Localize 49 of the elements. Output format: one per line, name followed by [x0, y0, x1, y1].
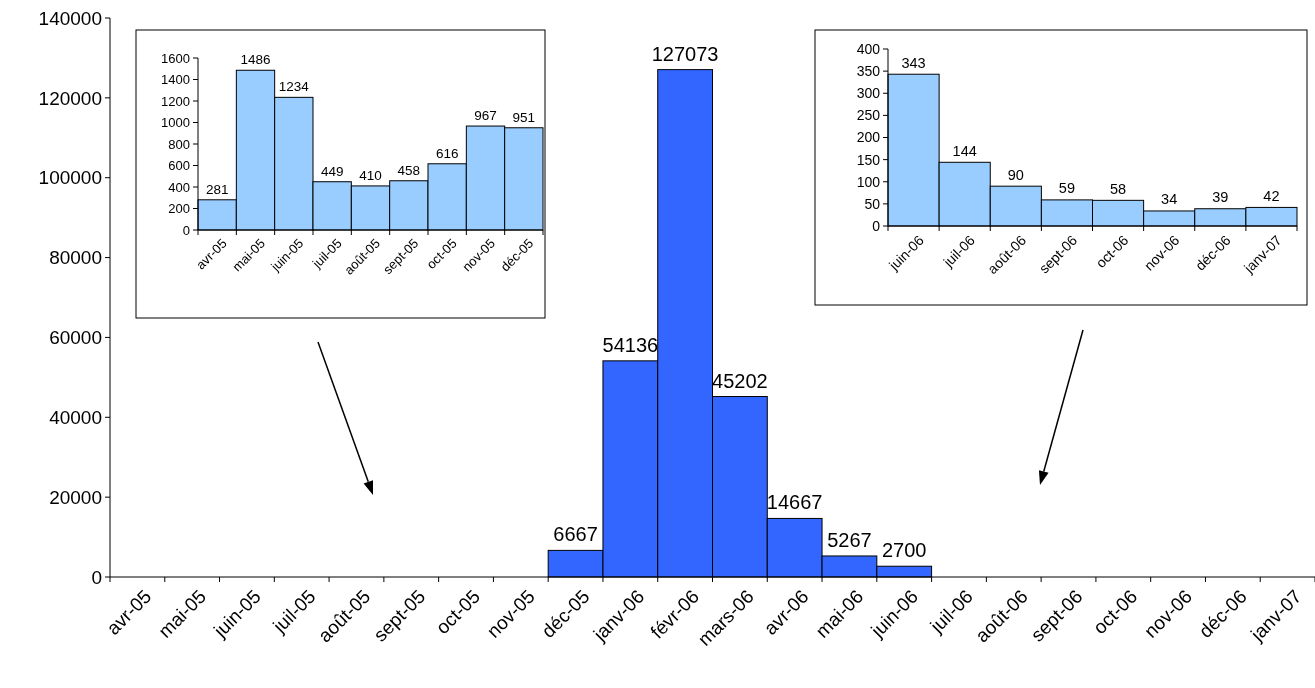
y-tick-label: 1200 [161, 93, 190, 109]
y-tick-label: 50 [864, 195, 881, 212]
data-label: 1486 [240, 52, 271, 68]
y-tick-label: 0 [872, 217, 881, 234]
data-label: 410 [359, 167, 382, 183]
y-tick-label: 300 [856, 85, 881, 102]
data-label: 616 [435, 145, 459, 161]
data-label: 1234 [278, 79, 310, 95]
y-tick-label: 600 [168, 158, 190, 174]
data-label: 144 [952, 142, 977, 159]
y-tick-label: 150 [856, 151, 881, 168]
data-label: 59 [1058, 180, 1076, 197]
y-tick-label: 1400 [161, 72, 190, 88]
y-tick-label: 100000 [38, 167, 102, 189]
data-label: 6667 [553, 523, 598, 546]
y-tick-label: 800 [168, 136, 190, 152]
y-tick-label: 400 [168, 179, 190, 195]
data-label: 281 [205, 181, 229, 197]
y-tick-label: 250 [856, 107, 881, 124]
data-label: 449 [320, 163, 344, 179]
data-label: 39 [1212, 189, 1229, 206]
y-tick-label: 350 [856, 63, 881, 80]
data-label: 127073 [651, 42, 719, 65]
y-tick-label: 0 [91, 566, 102, 588]
y-tick-label: 60000 [49, 327, 102, 349]
y-tick-label: 80000 [49, 247, 102, 269]
y-tick-label: 40000 [49, 406, 102, 428]
y-tick-label: 140000 [38, 7, 102, 29]
data-label: 90 [1007, 166, 1024, 183]
data-label: 2700 [881, 539, 927, 562]
y-tick-label: 200 [168, 201, 190, 217]
data-label: 343 [901, 54, 926, 71]
data-label: 34 [1161, 191, 1178, 208]
data-label: 14667 [766, 491, 823, 514]
y-tick-label: 400 [856, 40, 881, 57]
y-tick-label: 200 [856, 129, 881, 146]
data-label: 45202 [712, 369, 768, 392]
y-tick-label: 20000 [49, 486, 102, 508]
data-label: 42 [1263, 187, 1280, 204]
y-tick-label: 0 [182, 222, 190, 238]
data-label: 58 [1109, 180, 1127, 197]
data-label: 5267 [827, 528, 872, 551]
data-label: 967 [474, 107, 497, 123]
data-label: 951 [512, 109, 536, 125]
y-tick-label: 1600 [161, 50, 190, 66]
y-tick-label: 100 [856, 173, 881, 190]
data-label: 458 [397, 162, 421, 178]
y-tick-label: 120000 [38, 87, 102, 109]
y-tick-label: 1000 [161, 115, 190, 131]
